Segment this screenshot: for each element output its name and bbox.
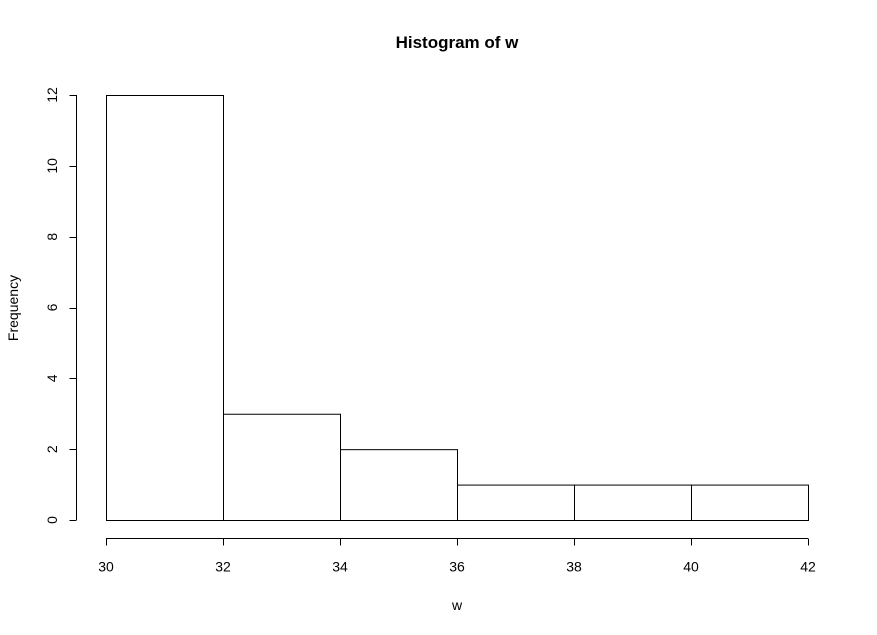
x-tick-label: 34 [332, 559, 348, 575]
bars-group [106, 95, 809, 522]
y-axis-label: Frequency [5, 275, 21, 341]
y-tick-label: 12 [44, 87, 60, 103]
x-tick-label: 30 [98, 559, 114, 575]
histogram-bar [457, 484, 575, 522]
x-axis-label: w [451, 597, 463, 613]
chart-title: Histogram of w [396, 33, 520, 52]
x-tick-label: 38 [566, 559, 582, 575]
histogram-bar [574, 484, 692, 522]
x-tick-label: 36 [449, 559, 465, 575]
y-tick-label: 10 [44, 158, 60, 174]
x-tick-label: 42 [800, 559, 816, 575]
x-tick-label: 32 [215, 559, 231, 575]
histogram-bar [223, 413, 341, 521]
histogram-bar [340, 449, 458, 521]
x-tick-label: 40 [683, 559, 699, 575]
y-tick-label: 0 [44, 516, 60, 524]
y-tick-label: 8 [44, 233, 60, 241]
x-axis: 30 32 34 36 38 40 42 [98, 538, 816, 575]
y-tick-label: 4 [44, 374, 60, 382]
y-tick-label: 6 [44, 303, 60, 311]
histogram-bar [691, 484, 809, 522]
y-tick-label: 2 [44, 445, 60, 453]
y-axis: 0 2 4 6 8 10 12 [44, 87, 77, 524]
histogram-bar [106, 95, 224, 521]
